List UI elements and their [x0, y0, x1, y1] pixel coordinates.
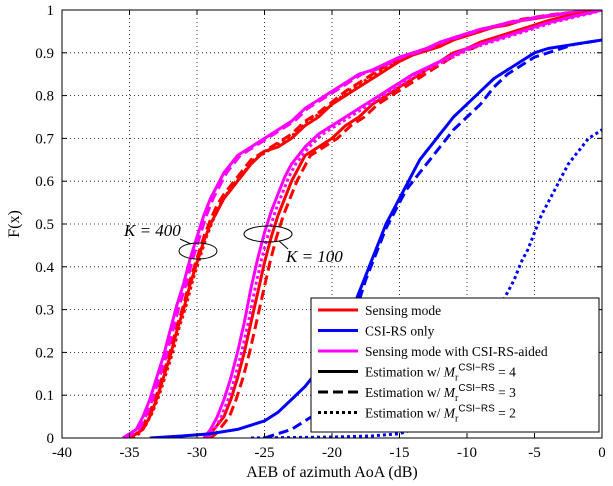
- series-line-4: [124, 10, 602, 438]
- k400-pointer: [179, 238, 192, 245]
- y-tick-label: 0.6: [35, 174, 54, 190]
- legend-label-0: Sensing mode: [365, 303, 441, 318]
- legend-label-5: Estimation w/ MrCSI−RS = 2: [365, 404, 516, 425]
- y-tick-label: 0.2: [35, 345, 54, 361]
- x-axis-label: AEB of azimuth AoA (dB): [246, 464, 418, 481]
- series-line-6: [209, 10, 602, 438]
- x-tick-label: 0: [598, 445, 606, 461]
- series-line-9: [149, 38, 602, 438]
- series-line-5: [205, 10, 602, 438]
- annotations: K = 400 K = 100: [123, 221, 343, 266]
- x-tick-label: -15: [390, 445, 410, 461]
- k100-ellipse: [243, 225, 293, 243]
- series-line-7: [202, 10, 602, 438]
- k100-pointer: [278, 240, 289, 250]
- y-tick-label: 0.4: [35, 260, 54, 276]
- y-tick-label: 0.5: [35, 217, 54, 233]
- y-tick-label: 0.8: [35, 89, 54, 105]
- y-tick-label: 0: [47, 431, 55, 447]
- legend-label-1: CSI-RS only: [365, 324, 435, 339]
- k400-ellipse: [178, 242, 218, 260]
- legend-label-4: Estimation w/ MrCSI−RS = 3: [365, 383, 516, 404]
- axis-ticks: -40 -35 -30 -25 -20 -15 -10 -5 0 0 0.1 0.2 0.3 0.4 0.5…: [35, 3, 606, 461]
- y-tick-label: 1: [47, 3, 55, 19]
- legend-label-3: Estimation w/ MrCSI−RS = 4: [365, 363, 516, 384]
- y-tick-label: 0.1: [35, 388, 54, 404]
- legend-label-2: Sensing mode with CSI-RS-aided: [365, 344, 548, 359]
- k400-label: K = 400: [123, 221, 181, 240]
- x-tick-label: -20: [322, 445, 342, 461]
- x-tick-label: -25: [255, 445, 275, 461]
- x-tick-label: -5: [528, 445, 541, 461]
- y-tick-label: 0.7: [35, 131, 54, 147]
- x-tick-label: -35: [120, 445, 140, 461]
- y-axis-label: F(x): [6, 210, 23, 238]
- x-tick-label: -10: [457, 445, 477, 461]
- y-tick-label: 0.9: [35, 46, 54, 62]
- y-tick-label: 0.3: [35, 303, 54, 319]
- legend: Sensing mode CSI-RS only Sensing mode with…: [310, 297, 600, 433]
- x-tick-label: -40: [52, 445, 72, 461]
- x-tick-label: -30: [187, 445, 207, 461]
- k100-label: K = 100: [285, 247, 343, 266]
- legend-box: [310, 297, 600, 433]
